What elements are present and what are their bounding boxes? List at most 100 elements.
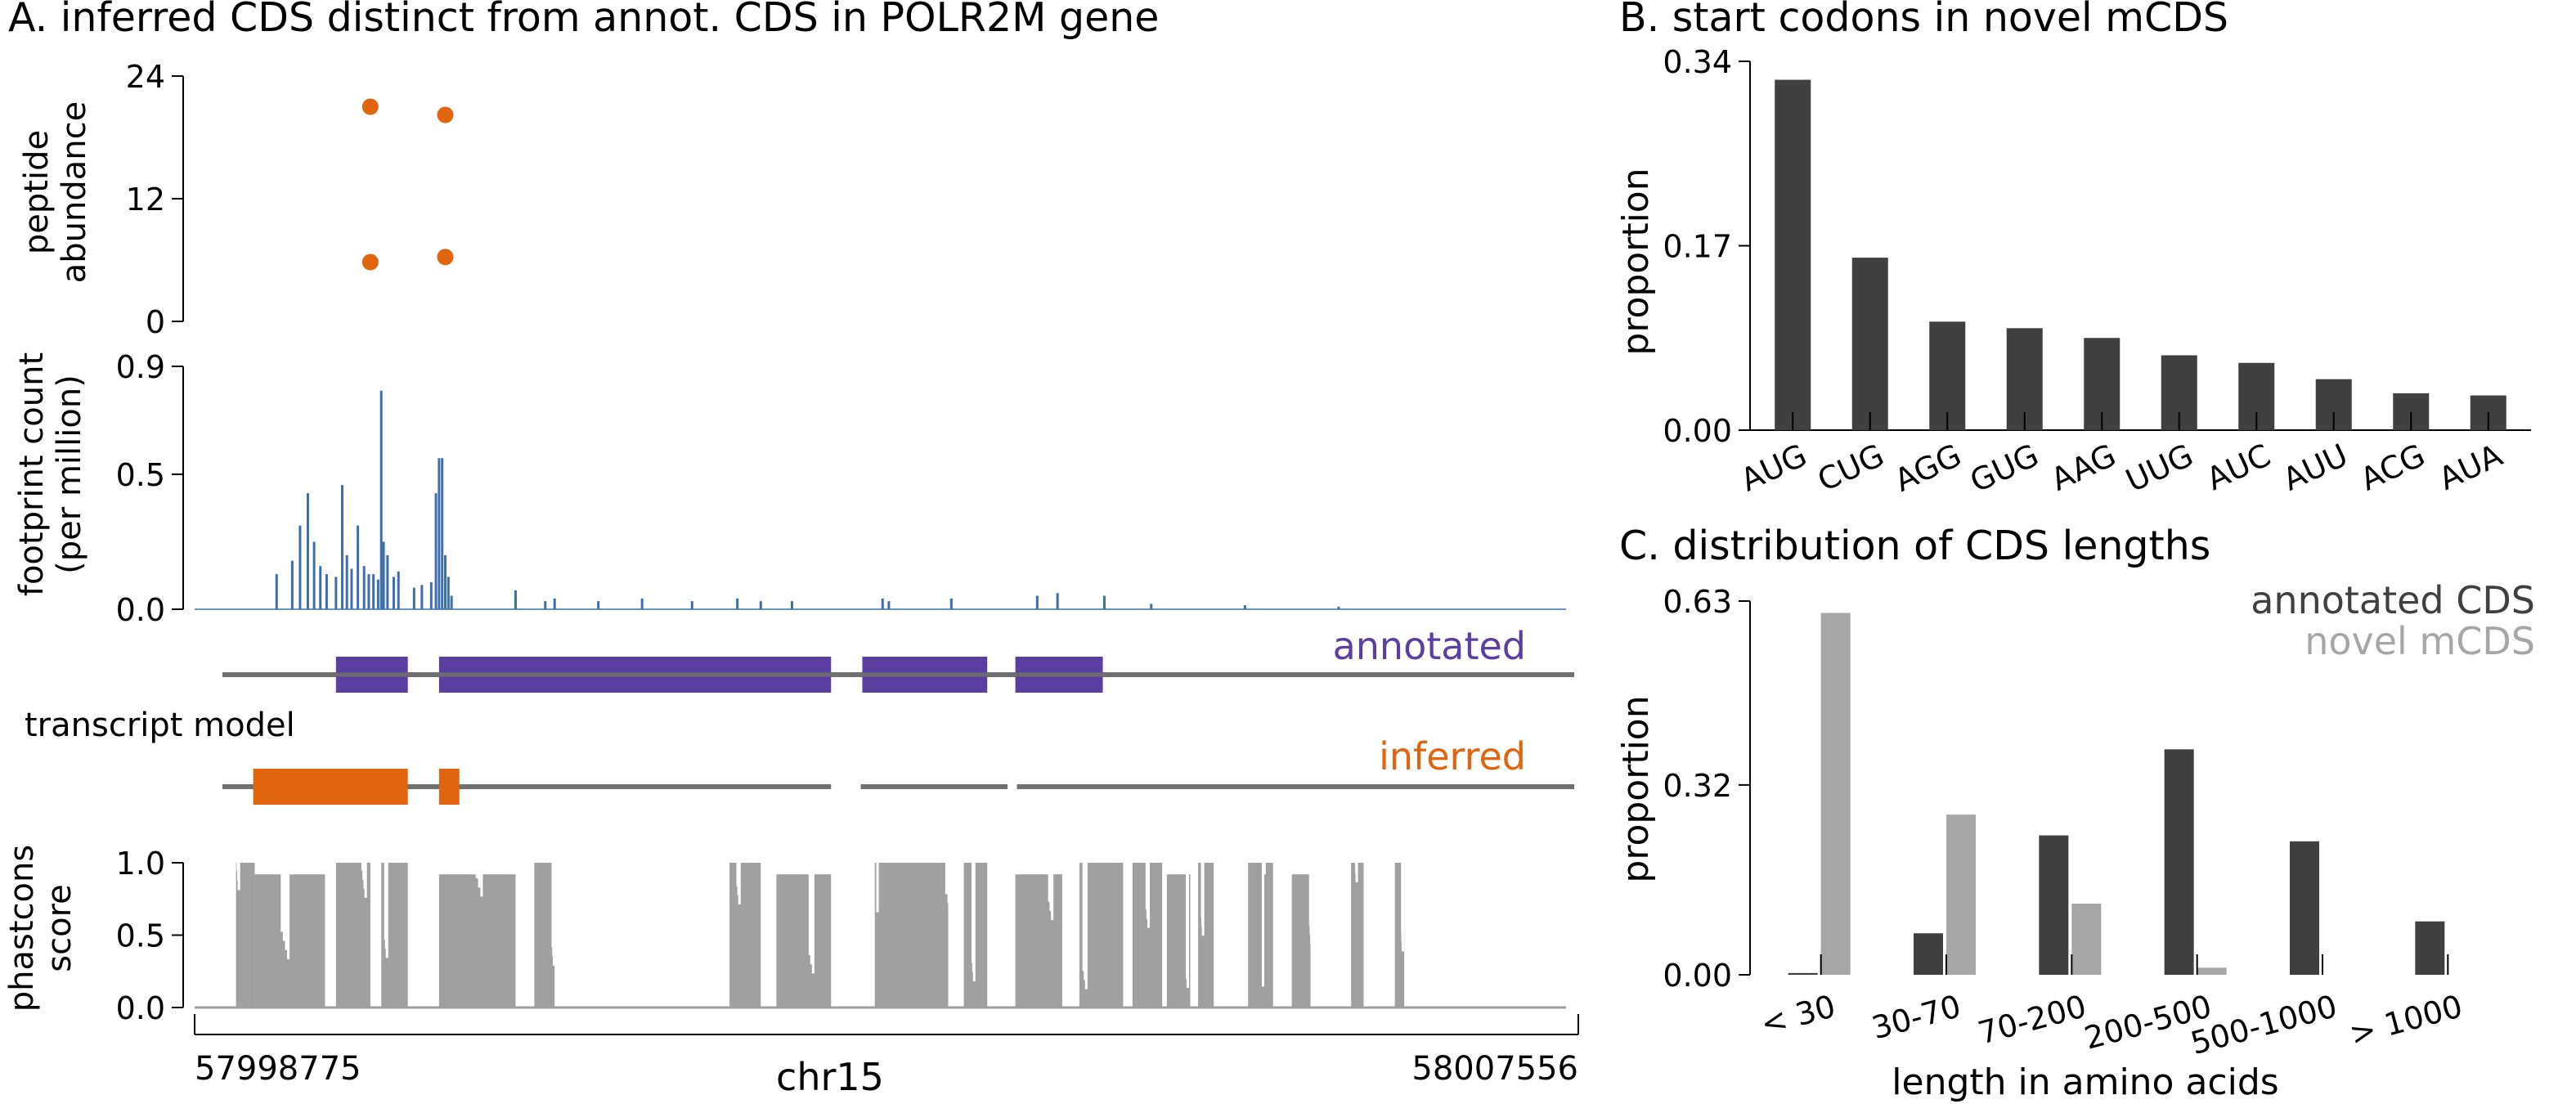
footprint-bar [434,493,438,609]
phastcons-gap [808,863,811,956]
annotated-cds-bar [2290,841,2319,975]
footprint-bar [881,598,884,609]
footprint-bar [379,390,383,609]
footprint-bar [447,577,450,609]
panel-b-ylabel: proportion [1615,168,1657,355]
footprint-bar [372,574,375,609]
cds-lengths-y-tick-label: 0.63 [1663,584,1732,620]
peptide-tick-label: 12 [126,182,165,218]
phastcons-gap [1186,863,1189,988]
footprint-tick-label: 0.0 [116,592,165,628]
footprint-bar [376,579,379,609]
phastcons-region [1015,874,1062,1008]
phastcons-gap [810,863,813,965]
phastcons-region [874,863,949,1008]
phastcons-gap [280,863,284,932]
cds-length-category-label: 70-200 [1974,988,2089,1051]
footprint-bar [553,598,556,609]
legend-novel-mcds: novel mCDS [2304,619,2535,663]
peptide-point [437,106,454,123]
start-codons-y-tick-label: 0.00 [1663,413,1732,449]
phastcons-gap [972,863,976,981]
phastcons-region [1248,863,1273,1008]
footprint-bar [334,577,338,609]
phastcons-gap [1082,863,1085,972]
annotated-cds-bar [2039,835,2069,975]
start-codon-label: AUC [2201,437,2276,497]
start-codon-bar [1929,321,1966,430]
footprint-bar [319,566,322,609]
start-codon-label: AUG [1735,437,1812,498]
phastcons-gap [282,863,285,941]
chrom-label: chr15 [776,1055,884,1099]
phastcons-tick-label: 1.0 [116,846,165,882]
panel-c-title: C. distribution of CDS lengths [1619,523,2210,569]
footprint-bar [298,525,302,609]
footprint-bar [312,541,316,609]
phastcons-gap [1201,863,1205,936]
phastcons-gap [876,863,879,913]
cds-length-category-label: > 1000 [2345,988,2466,1052]
legend-annotated-cds: annotated CDS [2251,578,2535,622]
footprint-bar [949,598,953,609]
cds-length-category-label: 30-70 [1868,988,1964,1046]
panel-a-plots: 0 12 24 0.0 0.5 0.9 0.0 0.5 1.0 [116,59,1579,1035]
footprint-bar [444,555,447,609]
phastcons-region [776,874,832,1008]
start-codon-label: AAG [2045,437,2121,497]
phastcons-gap [1261,863,1264,987]
start-coordinate: 57998775 [195,1050,361,1088]
footprint-bar [1035,595,1039,609]
phastcons-region [1291,874,1311,1008]
novel-mcds-bar [1946,815,1976,975]
footprint-ylabel-line2: (per million) [51,375,88,574]
footprint-bar [290,560,294,609]
footprint-bar [759,601,762,609]
annotated-cds-bar [1914,933,1943,975]
phastcons-region [1351,863,1364,1008]
start-codon-label: UUG [2120,437,2199,499]
start-codon-label: AGG [1889,437,1967,498]
start-codon-label: AUU [2278,437,2354,497]
start-codon-bar [1775,79,1811,431]
novel-mcds-bar [2197,967,2227,975]
phastcons-gap [738,863,741,904]
phastcons-gap [1049,863,1052,911]
phastcons-gap [237,863,240,891]
footprint-bar [1243,605,1246,609]
phastcons-gap [1310,863,1313,944]
inferred-exon [253,769,408,805]
phastcons-gap [364,863,367,899]
start-codons-y-tick-label: 0.34 [1663,44,1732,80]
novel-mcds-bar [2071,903,2102,975]
footprint-bar [791,601,794,609]
phastcons-gap [1401,863,1404,952]
peptide-tick-label: 24 [126,59,165,95]
footprint-bar [340,485,343,609]
footprint-bar [887,601,891,609]
footprint-bar [429,582,433,609]
annotated-cds-bar [1788,972,1818,975]
footprint-bar [306,493,309,609]
phastcons-gap [385,863,388,958]
footprint-bar [438,458,441,609]
footprint-bar [441,458,444,609]
annotated-cds-bar [2164,749,2194,975]
footprint-bar [597,601,600,609]
footprint-bar [1337,606,1340,609]
phastcons-region [534,863,555,1008]
footprint-bar [367,574,370,609]
phastcons-gap [945,863,948,895]
footprint-bar [386,555,389,609]
peptide-point [437,249,454,266]
novel-mcds-bar [1820,613,1851,975]
footprint-tick-label: 0.5 [116,457,165,493]
phastcons-gap [1263,863,1266,875]
footprint-bar [640,598,644,609]
start-codon-bar [1851,258,1888,430]
phastcons-region [729,863,761,1008]
phastcons-gap [1084,863,1088,990]
footprint-bar [736,598,739,609]
